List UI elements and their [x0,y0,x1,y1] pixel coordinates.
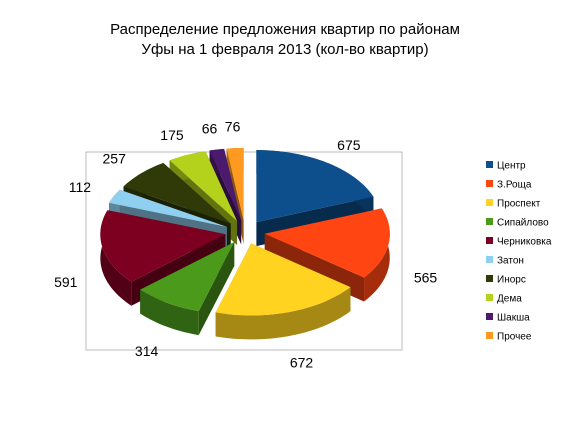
slice-side [140,289,199,336]
data-label: 175 [160,127,184,143]
legend-label: Центр [497,161,526,172]
slice-side [215,287,351,340]
data-label: 257 [103,150,127,166]
slice [209,148,242,221]
slice [226,148,244,221]
legend-label: Шакша [497,313,530,324]
legend-label: Сипайлово [497,218,549,229]
chart-title: Распределение предложения квартир по рай… [110,21,460,38]
legend [478,151,560,349]
legend-swatch [486,313,493,320]
data-label: 675 [337,137,361,153]
data-label: 66 [202,120,218,136]
chart-title: Уфы на 1 февраля 2013 (кол-во квартир) [141,41,428,58]
legend-swatch [486,199,493,206]
legend-label: Затон [497,256,524,267]
legend-label: Черниковка [497,237,552,248]
slice [215,243,351,316]
slice [215,243,351,340]
legend-swatch [486,332,493,339]
legend-swatch [486,161,493,168]
data-label: 591 [54,274,78,290]
data-label: 314 [135,343,159,359]
slice [140,242,235,336]
slice [123,162,231,224]
legend-swatch [486,237,493,244]
legend-items: Центр З.Роща Проспект Сипайлово Черниковка За… [486,161,552,343]
slice [100,210,226,282]
slice-side [100,210,132,306]
legend-label: Дема [497,294,522,305]
legend-label: З.Роща [497,180,532,191]
legend-swatch [486,180,493,187]
slice [109,189,227,227]
data-label: 672 [290,354,314,370]
legend-label: Инорс [497,275,526,286]
slice [256,150,374,223]
legend-swatch [486,218,493,225]
legend-label: Проспект [497,199,541,210]
slice [264,208,390,278]
legend-swatch [486,275,493,282]
legend-swatch [486,256,493,263]
data-label: 76 [225,119,241,135]
slice [140,242,235,312]
plot-area [85,151,403,351]
legend-label: Прочее [497,332,532,343]
slice [169,151,237,222]
legend-swatch [486,294,493,301]
pie [100,148,390,340]
data-label: 112 [69,179,92,195]
data-label: 565 [414,269,438,285]
